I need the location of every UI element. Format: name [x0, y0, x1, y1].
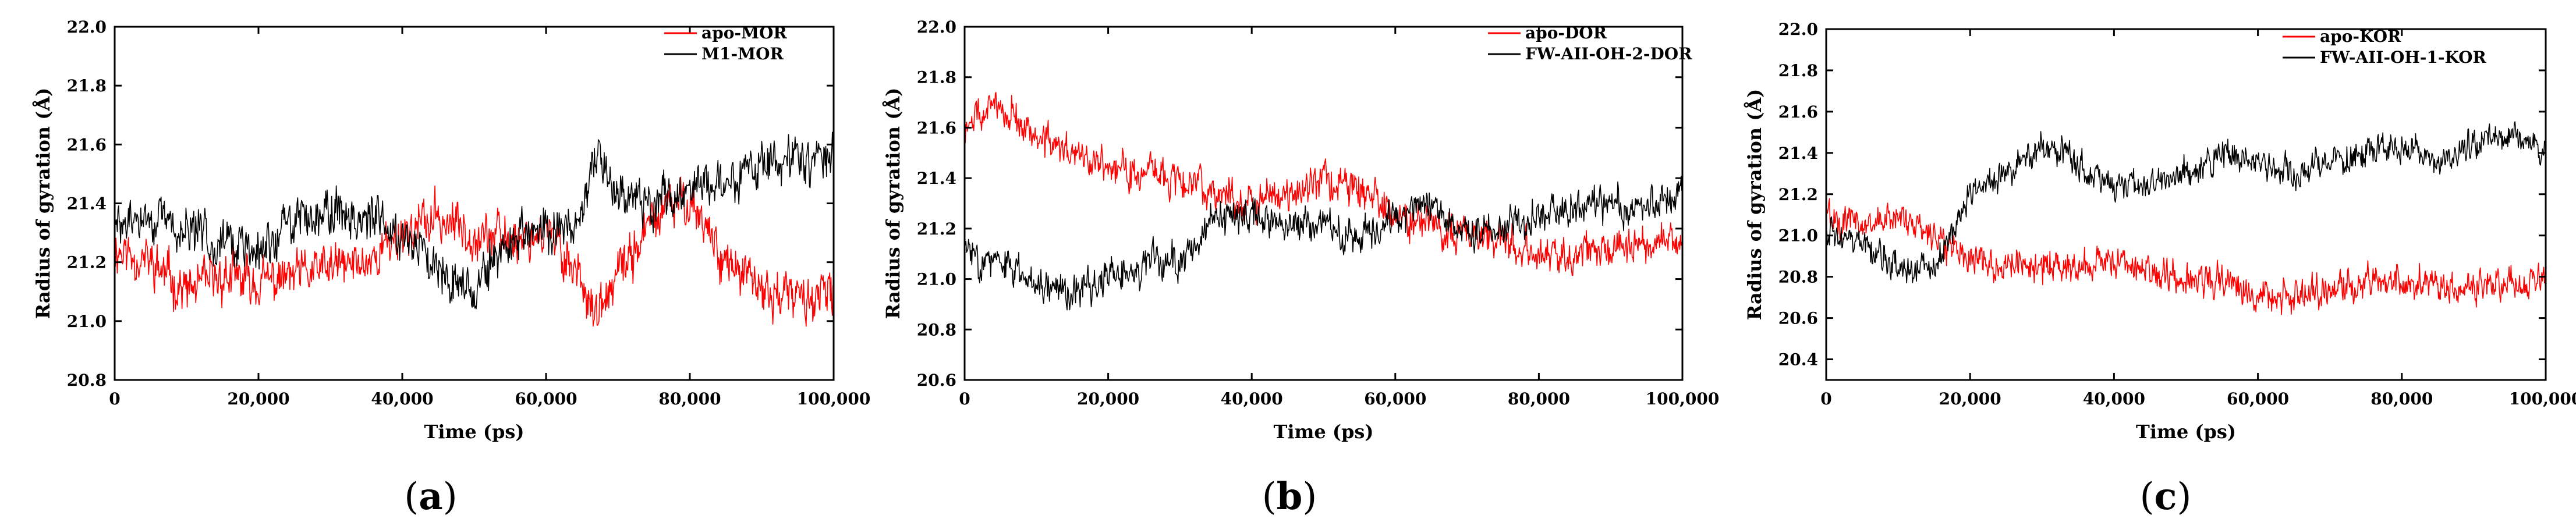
panel-label: (a): [404, 475, 457, 518]
x-axis-title: Time (ps): [424, 421, 525, 443]
y-axis-title: Radius of gyration (Å): [882, 88, 904, 319]
x-tick-label: 0: [959, 389, 970, 408]
y-tick-label: 21.2: [67, 253, 107, 272]
y-tick-label: 20.8: [1778, 268, 1818, 287]
y-tick-label: 20.6: [917, 371, 956, 390]
x-tick-label: 20,000: [1077, 389, 1139, 408]
legend: apo-DOR FW-AII-OH-2-DOR: [1488, 23, 1692, 63]
x-tick-label: 40,000: [371, 389, 433, 408]
chart-panel-b: 0 20,000 40,000 60,000 80,000 100,000 20.6 20.8…: [882, 17, 1719, 518]
x-tick-label: 80,000: [1508, 389, 1570, 408]
y-tick-label: 21.6: [67, 135, 107, 154]
series-line-M1-MOR: [114, 132, 834, 310]
x-tick-label: 20,000: [1939, 389, 2001, 408]
panel-label: (c): [2140, 475, 2192, 518]
legend: apo-KOR FW-AII-OH-1-KOR: [2283, 27, 2487, 67]
series-line-apo-MOR: [114, 176, 834, 327]
legend-label: FW-AII-OH-2-DOR: [1525, 44, 1692, 63]
series-group: [964, 92, 1683, 311]
y-tick-label: 21.2: [1778, 185, 1818, 204]
legend-label: apo-MOR: [701, 23, 787, 42]
y-tick-label: 21.6: [1778, 102, 1818, 122]
x-tick-label: 40,000: [2083, 389, 2145, 408]
y-tick-label: 21.0: [67, 312, 107, 331]
y-tick-label: 20.4: [1778, 350, 1818, 369]
x-tick-label: 0: [1820, 389, 1831, 408]
x-tick-label: 60,000: [1364, 389, 1426, 408]
series-line-apo-DOR: [964, 92, 1683, 276]
plot-frame: [1825, 28, 2547, 381]
x-axis-title: Time (ps): [1274, 421, 1374, 443]
chart-panel-c: 0 20,000 40,000 60,000 80,000 100,000 20.4 20.6…: [1744, 20, 2576, 518]
y-tick-label: 21.8: [917, 68, 956, 87]
y-tick-label: 21.8: [67, 76, 107, 95]
legend-label: apo-KOR: [2320, 27, 2401, 46]
y-axis-title: Radius of gyration (Å): [32, 88, 54, 319]
y-tick-label: 21.0: [1778, 226, 1818, 246]
x-tick-label: 80,000: [658, 389, 721, 408]
legend-label: FW-AII-OH-1-KOR: [2320, 48, 2487, 67]
y-axis-title: Radius of gyration (Å): [1744, 89, 1766, 321]
x-tick-label: 100,000: [1646, 389, 1720, 408]
x-tick-label: 100,000: [2509, 389, 2576, 408]
y-tick-label: 21.0: [917, 270, 956, 289]
x-tick-label: 60,000: [2227, 389, 2289, 408]
y-tick-label: 21.8: [1778, 61, 1818, 80]
y-tick-label: 21.4: [1778, 144, 1818, 163]
y-tick-label: 20.8: [67, 371, 107, 390]
legend-label: apo-DOR: [1525, 23, 1607, 42]
legend: apo-MOR M1-MOR: [664, 23, 787, 63]
series-line-FW-AII-OH-1-KOR: [1826, 121, 2546, 283]
plot-frame: [963, 26, 1684, 381]
series-line-apo-KOR: [1826, 198, 2546, 315]
y-tick-label: 20.6: [1778, 309, 1818, 328]
plot-frame: [114, 26, 835, 381]
x-tick-label: 100,000: [797, 389, 871, 408]
x-tick-label: 0: [109, 389, 120, 408]
panel-label: (b): [1262, 475, 1317, 518]
chart-panel-a: 0 20,000 40,000 60,000 80,000 100,000 20.8 21.0…: [32, 17, 870, 518]
y-tick-label: 21.4: [67, 194, 107, 214]
x-axis-title: Time (ps): [2136, 421, 2236, 443]
x-tick-label: 40,000: [1221, 389, 1283, 408]
y-tick-label: 21.6: [917, 118, 956, 137]
x-tick-label: 20,000: [227, 389, 289, 408]
y-tick-label: 20.8: [917, 320, 956, 339]
y-tick-label: 22.0: [1778, 20, 1818, 39]
y-tick-label: 21.4: [917, 169, 956, 188]
y-tick-label: 22.0: [67, 17, 107, 37]
legend-label: M1-MOR: [701, 44, 784, 63]
x-tick-label: 60,000: [515, 389, 577, 408]
y-tick-label: 21.2: [917, 219, 956, 239]
x-tick-label: 80,000: [2371, 389, 2433, 408]
series-group: [1826, 121, 2546, 315]
y-tick-label: 22.0: [917, 17, 956, 37]
series-group: [114, 132, 834, 327]
series-line-FW-AII-OH-2-DOR: [964, 176, 1683, 311]
